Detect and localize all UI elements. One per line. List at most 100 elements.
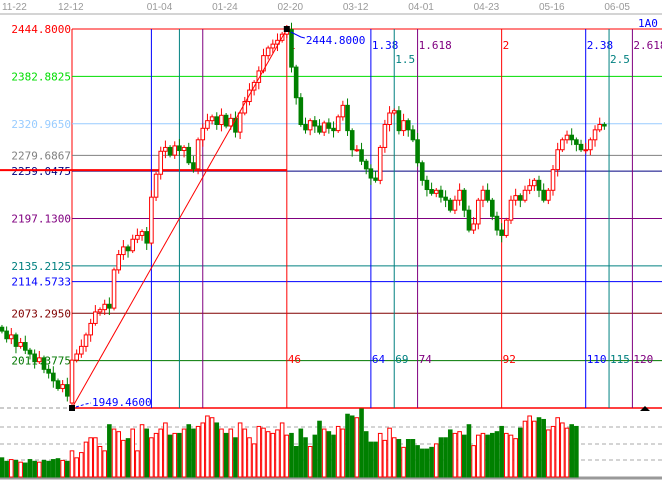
candle-body <box>13 334 19 347</box>
volume-bar <box>172 432 178 478</box>
volume-bar <box>51 459 56 478</box>
volume-bar <box>18 461 23 478</box>
volume-bar <box>433 443 439 478</box>
volume-bar <box>27 459 33 478</box>
volume-bar <box>135 450 140 478</box>
volume-bar <box>205 415 210 478</box>
candle-body <box>349 130 355 151</box>
candle-body <box>205 120 210 129</box>
candle-body <box>23 342 28 351</box>
volume-bar <box>560 422 565 478</box>
high-connector <box>290 31 305 39</box>
candle-body <box>79 345 84 355</box>
candle-body <box>135 234 140 240</box>
volume-bar <box>382 439 388 478</box>
volume-bar <box>396 439 402 478</box>
volume-bar <box>471 445 476 478</box>
volume-bar <box>200 422 206 478</box>
date-tick-label: 04-23 <box>474 2 500 13</box>
candle-body <box>387 112 392 125</box>
low-connector <box>75 402 92 408</box>
candle-body <box>331 127 336 132</box>
volume-bar <box>265 431 271 478</box>
volume-bar <box>237 422 243 478</box>
volume-bar <box>461 434 467 478</box>
candle-body <box>602 123 607 127</box>
candle-body <box>592 129 598 141</box>
volume-bar <box>228 428 234 478</box>
candle-body <box>256 70 262 83</box>
candle-body <box>4 330 9 340</box>
volume-bar <box>368 441 374 478</box>
candle-body <box>527 185 532 191</box>
volume-bar <box>270 432 276 478</box>
trend-line <box>71 28 288 409</box>
candle-body <box>144 231 150 244</box>
candle-body <box>18 342 23 347</box>
volume-bar <box>522 420 528 478</box>
volume-bar <box>289 432 294 478</box>
fib-time-count: 110 <box>587 353 607 366</box>
volume-bar <box>321 428 327 478</box>
volume-bar <box>410 439 416 478</box>
volume-bar <box>349 415 355 478</box>
candle-body <box>186 146 192 164</box>
candle-body <box>307 120 313 131</box>
annotations: 2444.8000 1949.4600 1A0 <box>69 17 658 411</box>
volume-bar <box>518 427 523 478</box>
candle-body <box>107 303 112 309</box>
volume-bar <box>37 461 42 478</box>
volume-bar <box>373 441 378 478</box>
volume-bar <box>153 432 159 478</box>
candle-body <box>560 139 565 151</box>
date-tick-label: 02-20 <box>277 2 303 13</box>
candle-body <box>359 149 364 162</box>
volume-bar <box>335 425 341 478</box>
volume-bar <box>293 445 299 478</box>
volume-bar <box>69 450 75 478</box>
volume-bar <box>247 437 252 478</box>
volume-bar <box>317 420 322 478</box>
candle-body <box>317 125 322 133</box>
volume-bar <box>191 428 196 478</box>
candle-body <box>167 146 173 156</box>
volume-bar <box>457 431 462 478</box>
volume-bar <box>466 424 472 478</box>
volume-bar <box>438 437 444 478</box>
fib-level-label: 2197.1300 <box>11 213 71 226</box>
candle-body <box>60 384 65 389</box>
candle-body <box>457 189 462 201</box>
fib-levels: 2444.8000 2382.8825 2320.9650 2279.6867 2259… <box>0 23 662 409</box>
volume-bar <box>569 424 574 478</box>
volume-bar <box>223 432 229 478</box>
candle-body <box>46 368 51 374</box>
volume-bar <box>504 432 509 478</box>
volume-bar <box>177 432 182 478</box>
volume-bar <box>424 448 430 478</box>
volume-bar <box>209 417 215 478</box>
volume-bar <box>331 434 336 478</box>
candle-body <box>583 149 589 152</box>
volume-bar <box>541 418 546 478</box>
candle-body <box>382 123 388 148</box>
volume-bar <box>391 437 397 478</box>
candle-body <box>139 231 145 236</box>
candle-body <box>429 189 434 194</box>
fib-time-count: 74 <box>419 353 433 366</box>
volume-bar <box>340 428 346 478</box>
candle-body <box>447 199 453 211</box>
candle-body <box>298 97 304 125</box>
volume-bar <box>490 432 495 478</box>
candle-body <box>522 189 528 201</box>
candle-body <box>37 357 42 363</box>
volume-bar <box>256 425 262 478</box>
date-tick-label: 11-22 <box>2 2 27 13</box>
candle-body <box>163 146 168 152</box>
high-marker <box>283 26 290 32</box>
date-tick-label: 01-04 <box>147 2 173 13</box>
volume-bar <box>387 427 392 478</box>
volume-bar <box>279 422 285 478</box>
date-tick-label: 05-16 <box>539 2 565 13</box>
candle-body <box>27 349 33 355</box>
